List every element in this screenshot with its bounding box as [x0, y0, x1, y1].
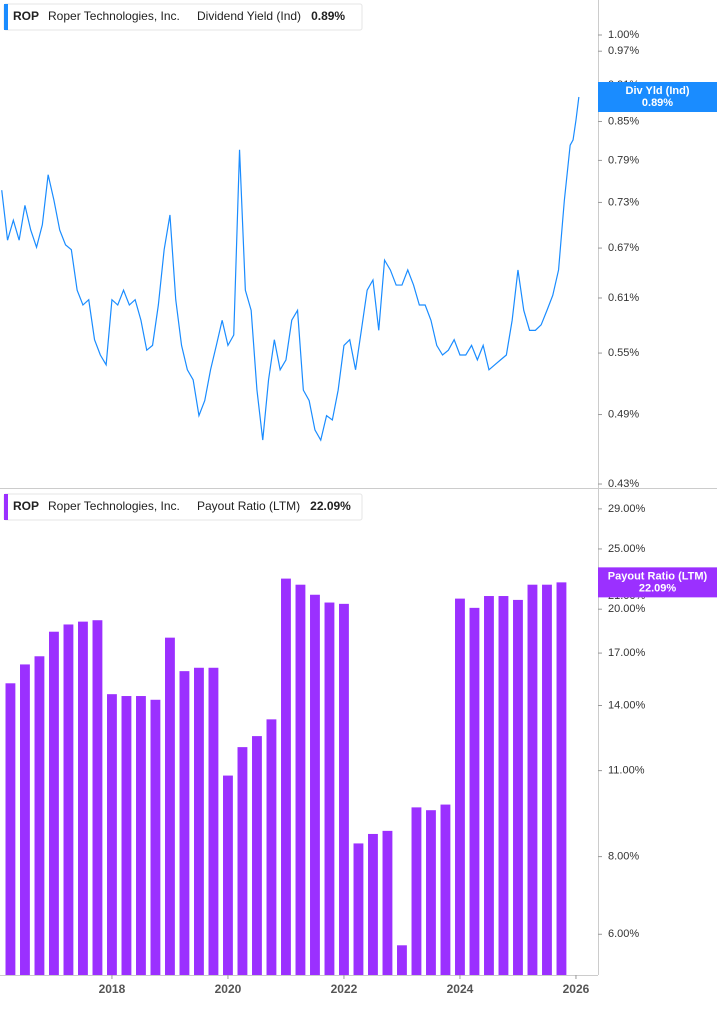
bar: [484, 596, 494, 975]
y-tick-label: 0.79%: [608, 154, 639, 166]
y-tick-label: 0.73%: [608, 196, 639, 208]
bar: [324, 602, 335, 975]
bar: [542, 584, 552, 975]
y-tick-label: 0.61%: [608, 292, 639, 304]
bar: [179, 671, 190, 975]
bar: [411, 807, 422, 975]
company-name: Roper Technologies, Inc.: [48, 9, 180, 23]
bar: [556, 582, 567, 975]
x-tick-label: 2024: [447, 982, 474, 996]
data-line: [1, 96, 580, 442]
legend-swatch: [4, 4, 8, 30]
bar: [368, 833, 378, 975]
value-tag: [598, 82, 717, 113]
bar: [150, 699, 161, 975]
metric-name: Dividend Yield (Ind): [197, 9, 301, 23]
bar: [426, 810, 436, 975]
y-tick-label: 8.00%: [608, 851, 639, 863]
ticker: ROP: [13, 9, 39, 23]
y-tick-label: 17.00%: [608, 647, 646, 659]
bar: [194, 667, 204, 975]
bar: [121, 696, 132, 975]
y-tick-label: 0.67%: [608, 242, 639, 254]
bar: [440, 804, 451, 975]
bar: [136, 696, 146, 975]
y-tick-label: 14.00%: [608, 699, 646, 711]
legend-swatch: [4, 494, 8, 520]
bar: [5, 683, 16, 975]
value-tag-name: Payout Ratio (LTM): [608, 570, 708, 582]
bar: [295, 584, 306, 975]
ticker: ROP: [13, 499, 39, 513]
bar: [252, 736, 262, 975]
bar: [527, 584, 538, 975]
y-tick-label: 0.49%: [608, 408, 639, 420]
bar: [353, 843, 364, 975]
value-tag-name: Div Yld (Ind): [626, 85, 690, 97]
value-tag-value: 0.89%: [642, 97, 673, 109]
value-tag: [598, 567, 717, 598]
bar: [63, 624, 74, 975]
x-tick-label: 2026: [563, 982, 590, 996]
bar: [237, 747, 248, 975]
bar: [92, 620, 103, 975]
company-name: Roper Technologies, Inc.: [48, 499, 180, 513]
x-tick-label: 2022: [331, 982, 358, 996]
last-value: 22.09%: [310, 499, 351, 513]
bar: [397, 945, 407, 975]
y-tick-label: 11.00%: [608, 765, 645, 777]
value-tag-value: 22.09%: [639, 582, 677, 594]
x-tick-label: 2018: [99, 982, 126, 996]
bar: [469, 607, 480, 975]
y-tick-label: 0.55%: [608, 347, 639, 359]
bar: [266, 719, 277, 975]
y-tick-label: 1.00%: [608, 29, 639, 41]
x-tick-label: 2020: [215, 982, 242, 996]
bar: [78, 621, 88, 975]
bar: [165, 637, 175, 975]
bar: [310, 594, 320, 975]
y-tick-label: 0.97%: [608, 45, 639, 57]
y-tick-label: 0.85%: [608, 115, 639, 127]
bar: [498, 596, 509, 975]
bar: [382, 830, 393, 975]
bar: [20, 664, 30, 975]
bar: [49, 631, 59, 975]
bar: [513, 599, 523, 975]
last-value: 0.89%: [311, 9, 345, 23]
bar: [281, 578, 291, 975]
y-tick-label: 29.00%: [608, 503, 646, 515]
y-tick-label: 20.00%: [608, 603, 646, 615]
bar: [34, 656, 45, 975]
y-tick-label: 0.43%: [608, 478, 639, 490]
bar: [223, 775, 233, 975]
bar: [107, 694, 117, 975]
bar: [455, 598, 465, 975]
bar: [339, 603, 349, 975]
y-tick-label: 25.00%: [608, 543, 646, 555]
metric-name: Payout Ratio (LTM): [197, 499, 300, 513]
bar: [208, 667, 219, 975]
y-tick-label: 6.00%: [608, 928, 639, 940]
